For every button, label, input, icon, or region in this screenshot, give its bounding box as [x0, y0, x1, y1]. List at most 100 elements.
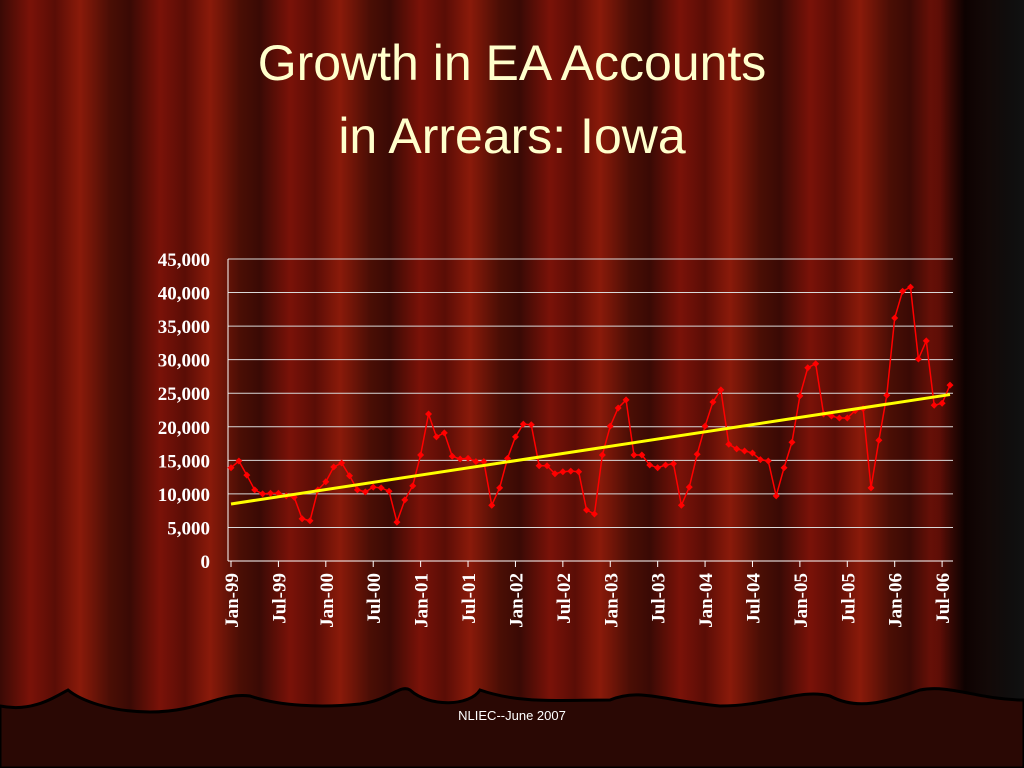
- data-point: [780, 464, 788, 472]
- data-point: [590, 510, 598, 518]
- data-point: [693, 450, 701, 458]
- y-tick-label: 20,000: [158, 418, 210, 439]
- x-tick-label: Jul-04: [743, 573, 764, 624]
- data-point: [330, 463, 338, 471]
- y-tick-label: 10,000: [158, 485, 210, 506]
- data-point: [583, 506, 591, 514]
- data-point: [322, 478, 330, 486]
- data-point: [535, 462, 543, 470]
- data-point: [385, 487, 393, 495]
- data-point: [804, 364, 812, 372]
- data-point: [875, 436, 883, 444]
- data-point: [417, 451, 425, 459]
- data-point: [543, 462, 551, 470]
- data-point: [748, 449, 756, 457]
- x-tick-label: Jan-03: [601, 573, 622, 628]
- x-tick-label: Jul-06: [933, 573, 954, 624]
- x-tick-label: Jan-06: [886, 573, 907, 628]
- data-point: [883, 391, 891, 399]
- y-tick-label: 15,000: [158, 451, 210, 472]
- x-tick-label: Jan-02: [506, 573, 527, 628]
- footer: NLIEC--June 2007: [458, 708, 566, 723]
- data-point: [496, 484, 504, 492]
- data-point: [843, 414, 851, 422]
- curtain-bottom: [0, 687, 1024, 768]
- data-point: [369, 483, 377, 491]
- x-tick-label: Jul-99: [269, 573, 290, 624]
- data-point: [899, 287, 907, 295]
- y-tick-label: 45,000: [158, 250, 210, 271]
- data-point: [598, 451, 606, 459]
- data-point: [243, 471, 251, 479]
- x-tick-label: Jan-04: [696, 573, 717, 628]
- data-point: [906, 283, 914, 291]
- data-point: [614, 404, 622, 412]
- data-point: [425, 410, 433, 418]
- data-point: [938, 399, 946, 407]
- data-point: [409, 482, 417, 490]
- data-point: [677, 501, 685, 509]
- x-tick-label: Jul-02: [554, 573, 575, 624]
- data-point: [306, 517, 314, 525]
- data-point: [622, 396, 630, 404]
- data-point: [551, 470, 559, 478]
- data-point: [401, 496, 409, 504]
- data-point: [527, 421, 535, 429]
- data-point: [259, 490, 267, 498]
- y-tick-label: 35,000: [158, 317, 210, 338]
- data-point: [251, 486, 259, 494]
- x-tick-label: Jan-01: [412, 573, 433, 628]
- y-tick-label: 0: [201, 552, 211, 573]
- data-point: [559, 468, 567, 476]
- data-point: [669, 460, 677, 468]
- data-point: [432, 433, 440, 441]
- data-point: [788, 438, 796, 446]
- data-point: [685, 483, 693, 491]
- data-point: [298, 515, 306, 523]
- y-tick-label: 40,000: [158, 284, 210, 305]
- data-point: [662, 461, 670, 469]
- data-point: [267, 489, 275, 497]
- data-point: [733, 445, 741, 453]
- data-point: [835, 414, 843, 422]
- y-tick-label: 5,000: [167, 518, 210, 539]
- data-point: [227, 464, 235, 472]
- x-tick-label: Jan-00: [317, 573, 338, 628]
- data-point: [772, 492, 780, 500]
- data-point: [725, 440, 733, 448]
- data-point: [440, 429, 448, 437]
- data-point: [764, 457, 772, 465]
- x-tick-label: Jan-05: [791, 573, 812, 628]
- data-point: [393, 518, 401, 526]
- x-tick-label: Jul-05: [838, 573, 859, 624]
- data-point: [480, 458, 488, 466]
- chart-title: in Arrears: Iowa: [338, 108, 686, 164]
- data-point: [701, 422, 709, 430]
- data-point: [235, 457, 243, 465]
- data-point: [346, 472, 354, 480]
- data-point: [472, 458, 480, 466]
- x-tick-label: Jul-00: [364, 573, 385, 624]
- data-point: [567, 467, 575, 475]
- data-point: [867, 484, 875, 492]
- data-point: [464, 454, 472, 462]
- data-point: [946, 381, 954, 389]
- data-point: [361, 488, 369, 496]
- chart-title: Growth in EA Accounts: [258, 35, 767, 91]
- data-point: [796, 392, 804, 400]
- y-tick-label: 25,000: [158, 384, 210, 405]
- data-point: [377, 484, 385, 492]
- data-point: [756, 456, 764, 464]
- data-point: [353, 486, 361, 494]
- data-point: [891, 314, 899, 322]
- data-point: [717, 386, 725, 394]
- data-point: [646, 461, 654, 469]
- y-tick-label: 30,000: [158, 351, 210, 372]
- data-point: [338, 459, 346, 467]
- trend-line: [230, 393, 951, 506]
- data-point: [456, 455, 464, 463]
- data-point: [812, 360, 820, 368]
- data-point: [741, 447, 749, 455]
- data-point: [519, 420, 527, 428]
